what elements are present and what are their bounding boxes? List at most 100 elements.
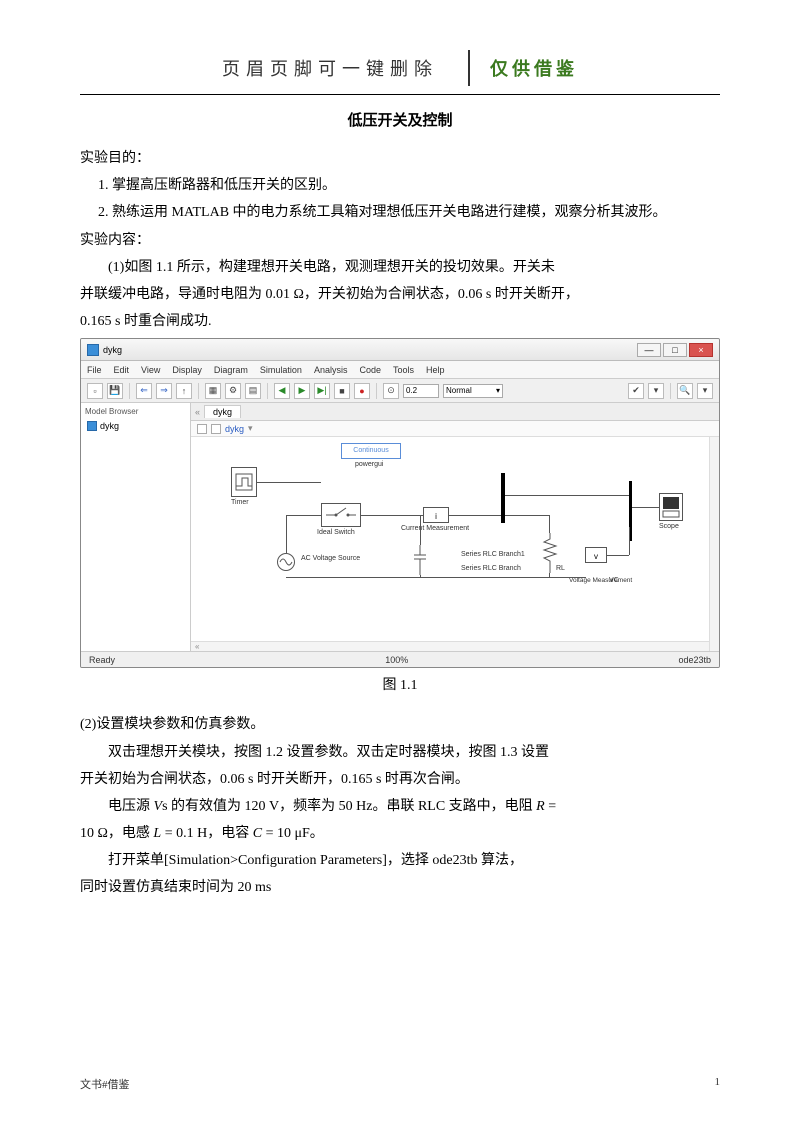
model-tab[interactable]: dykg: [204, 405, 241, 418]
p2-l7: 同时设置仿真结束时间为 20 ms: [80, 875, 720, 900]
check-icon[interactable]: ✔: [628, 383, 644, 399]
menu-item[interactable]: Display: [172, 365, 202, 375]
step-forward-icon[interactable]: ▶|: [314, 383, 330, 399]
step-back-icon[interactable]: ◀: [274, 383, 290, 399]
help-icon[interactable]: ▾: [697, 383, 713, 399]
run-icon[interactable]: ▶: [294, 383, 310, 399]
model-browser-label: Model Browser: [85, 407, 186, 416]
page-header: 页眉页脚可一键删除 仅供借鉴: [80, 50, 720, 86]
figure-caption: 图 1.1: [80, 674, 720, 694]
current-meas-label: Current Measurement: [401, 525, 469, 532]
purpose-label: 实验目的：: [80, 146, 720, 171]
back-icon[interactable]: ⇐: [136, 383, 152, 399]
purpose-item-2: 2. 熟练运用 MATLAB 中的电力系统工具箱对理想低压开关电路进行建模，观察…: [80, 200, 720, 225]
status-right: ode23tb: [678, 655, 711, 665]
ideal-switch-label: Ideal Switch: [317, 529, 355, 536]
p2-l2: 双击理想开关模块，按图 1.2 设置参数。双击定时器模块，按图 1.3 设置: [80, 740, 720, 765]
config-icon[interactable]: ⚙: [225, 383, 241, 399]
sim-time-field[interactable]: 0.2: [403, 384, 439, 398]
status-center: 100%: [385, 655, 408, 665]
clock-icon[interactable]: ⊙: [383, 383, 399, 399]
content-1b: 并联缓冲电路，导通时电阻为 0.01 Ω，开关初始为合闸状态，0.06 s 时开…: [80, 282, 720, 307]
content-label: 实验内容：: [80, 228, 720, 253]
resistor-icon: [541, 533, 559, 573]
capacitor-icon: [413, 545, 427, 575]
content-1a: (1)如图 1.1 所示，构建理想开关电路，观测理想开关的投切效果。开关未: [80, 255, 720, 280]
maximize-button[interactable]: □: [663, 343, 687, 357]
scrollbar-v[interactable]: [709, 437, 719, 651]
menu-item[interactable]: Code: [359, 365, 381, 375]
ac-source-label: AC Voltage Source: [301, 555, 360, 562]
header-rule: [80, 94, 720, 95]
sim-mode-field[interactable]: Normal▾: [443, 384, 503, 398]
svg-text:v: v: [594, 552, 598, 561]
close-button[interactable]: ×: [689, 343, 713, 357]
simulink-screenshot: dykg — □ × File Edit View Display Diagra…: [80, 338, 720, 668]
header-divider: [468, 50, 470, 86]
minimize-button[interactable]: —: [637, 343, 661, 357]
p2-l4: 电压源 Vs 的有效值为 120 V，频率为 50 Hz。串联 RLC 支路中，…: [80, 794, 720, 819]
scrollbar-h[interactable]: «: [191, 641, 709, 651]
current-meas-block[interactable]: i: [423, 507, 449, 523]
vmeas-label: Voltage Measurement: [569, 577, 632, 584]
vc-label: VC: [609, 577, 619, 584]
timer-label: Timer: [231, 499, 249, 506]
menu-item[interactable]: Analysis: [314, 365, 348, 375]
body-text: 实验目的： 1. 掌握高压断路器和低压开关的区别。 2. 熟练运用 MATLAB…: [80, 146, 720, 334]
header-right-text: 仅供借鉴: [480, 55, 578, 81]
rlc-label: Series RLC Branch: [461, 565, 521, 572]
menu-item[interactable]: Simulation: [260, 365, 302, 375]
content-1c: 0.165 s 时重合闸成功.: [80, 309, 720, 334]
scope-label: Scope: [659, 523, 679, 530]
scope-block[interactable]: [659, 493, 683, 521]
build-icon[interactable]: ▾: [648, 383, 664, 399]
body-text-2: (2)设置模块参数和仿真参数。 双击理想开关模块，按图 1.2 设置参数。双击定…: [80, 712, 720, 900]
breadcrumb-text[interactable]: dykg: [225, 424, 244, 434]
record-icon[interactable]: ●: [354, 383, 370, 399]
rlc1-label: Series RLC Branch1: [461, 551, 525, 558]
save-icon[interactable]: 💾: [107, 383, 123, 399]
window-title: dykg: [103, 345, 122, 355]
footer-left: 文书#借鉴: [80, 1076, 130, 1092]
model-icon: [87, 421, 97, 431]
menu-item[interactable]: Diagram: [214, 365, 248, 375]
new-icon[interactable]: ▫: [87, 383, 103, 399]
menu-item[interactable]: File: [87, 365, 102, 375]
app-icon: [87, 344, 99, 356]
powergui-label: powergui: [355, 461, 383, 468]
p2-l3: 开关初始为合闸状态，0.06 s 时开关断开，0.165 s 时再次合闸。: [80, 767, 720, 792]
stop-icon[interactable]: ■: [334, 383, 350, 399]
menu-item[interactable]: View: [141, 365, 160, 375]
p2-l5: 10 Ω，电感 L = 0.1 H，电容 C = 10 μF。: [80, 821, 720, 846]
model-tree-item[interactable]: dykg: [85, 420, 186, 432]
library-icon[interactable]: ▦: [205, 383, 221, 399]
voltage-meas-block[interactable]: v: [585, 547, 607, 563]
window-titlebar: dykg — □ ×: [81, 339, 719, 361]
menu-item[interactable]: Help: [426, 365, 445, 375]
ideal-switch-block[interactable]: [321, 503, 361, 527]
search-icon[interactable]: 🔍: [677, 383, 693, 399]
model-crumb-icon: [211, 424, 221, 434]
timer-block[interactable]: [231, 467, 257, 497]
svg-text:i: i: [435, 512, 437, 521]
powergui-block[interactable]: Continuous: [341, 443, 401, 459]
breadcrumb: dykg ▾: [191, 421, 719, 437]
menu-item[interactable]: Tools: [393, 365, 414, 375]
model-browser-panel: Model Browser dykg: [81, 403, 191, 651]
purpose-item-1: 1. 掌握高压断路器和低压开关的区别。: [80, 173, 720, 198]
status-left: Ready: [89, 655, 115, 665]
menu-item[interactable]: Edit: [114, 365, 130, 375]
explorer-icon[interactable]: ▤: [245, 383, 261, 399]
up-icon[interactable]: ↑: [176, 383, 192, 399]
forward-icon[interactable]: ⇒: [156, 383, 172, 399]
ac-source-block[interactable]: [277, 553, 295, 571]
tab-bar: « dykg: [191, 403, 719, 421]
canvas[interactable]: Timer Continuous powergui Ideal Switch i…: [191, 437, 719, 651]
p2-l1: (2)设置模块参数和仿真参数。: [80, 712, 720, 737]
page-footer: 文书#借鉴 1: [80, 1076, 720, 1092]
header-left-text: 页眉页脚可一键删除: [222, 55, 458, 81]
p2-l6: 打开菜单[Simulation>Configuration Parameters…: [80, 848, 720, 873]
nav-icon[interactable]: [197, 424, 207, 434]
toolbar: ▫ 💾 ⇐ ⇒ ↑ ▦ ⚙ ▤ ◀ ▶ ▶| ■ ● ⊙ 0.2 Normal▾…: [81, 379, 719, 403]
menubar: File Edit View Display Diagram Simulatio…: [81, 361, 719, 379]
